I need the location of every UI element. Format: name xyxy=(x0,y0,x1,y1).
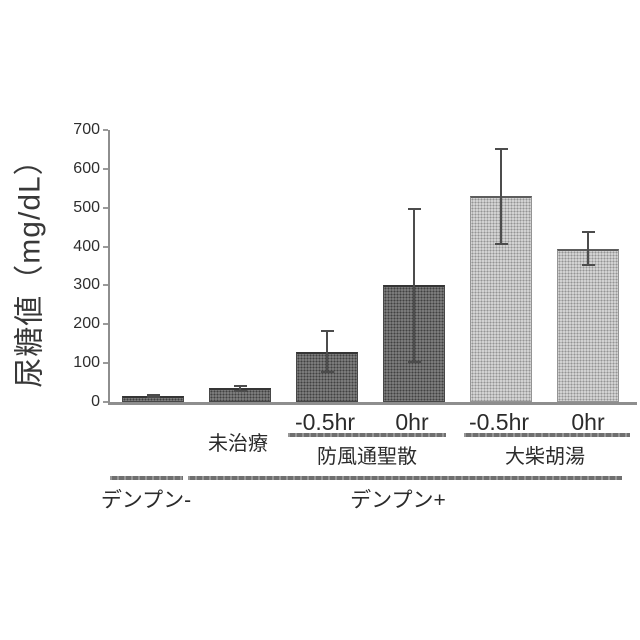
y-tick-label: 600 xyxy=(73,159,100,177)
x-tick-label-bofu-0hr: 0hr xyxy=(395,409,429,435)
y-tick-label: 100 xyxy=(73,354,100,372)
bar-3 xyxy=(296,351,358,402)
error-bar-line-5 xyxy=(500,147,502,245)
group-label-starch-minus: デンプン- xyxy=(100,489,192,512)
y-tick-mark xyxy=(103,362,108,365)
y-tick-mark xyxy=(103,284,108,287)
group-bracket-line-starch-minus xyxy=(110,476,183,480)
error-bar-cap-top-6 xyxy=(581,231,595,234)
error-bar-cap-top-3 xyxy=(320,330,334,333)
x-tick-label-daisaiko-0hr: 0hr xyxy=(571,409,605,435)
y-tick-label: 400 xyxy=(73,237,100,255)
bar-6 xyxy=(557,248,619,402)
y-tick-mark xyxy=(103,245,108,248)
bar-5 xyxy=(470,196,532,402)
y-tick-mark xyxy=(103,167,108,170)
plot-area xyxy=(108,130,637,405)
error-bar-line-6 xyxy=(587,231,589,266)
x-tick-label-bofu-minus05hr: -0.5hr xyxy=(294,409,356,435)
group-label-starch-plus: デンプン+ xyxy=(350,489,446,512)
error-bar-cap-bottom-2 xyxy=(233,390,247,393)
y-tick-label: 300 xyxy=(73,276,100,294)
y-tick-label: 0 xyxy=(91,393,100,410)
y-tick-label: 700 xyxy=(73,121,100,138)
subgroup-label-daisaikoto: 大柴胡湯 xyxy=(505,446,585,468)
error-bar-cap-top-1 xyxy=(146,394,160,397)
error-bar-cap-top-2 xyxy=(233,384,247,387)
subgroup-bracket-line-bofutsushosan xyxy=(288,433,446,437)
error-bar-cap-bottom-1 xyxy=(146,396,160,399)
error-bar-cap-bottom-4 xyxy=(407,361,421,364)
x-tick-label-daisaiko-minus05hr: -0.5hr xyxy=(468,409,530,435)
error-bar-cap-bottom-6 xyxy=(581,264,595,266)
subgroup-bracket-line-daisaikoto xyxy=(464,433,630,437)
error-bar-line-4 xyxy=(413,207,415,364)
y-tick-mark xyxy=(103,401,108,403)
y-tick-label: 500 xyxy=(73,198,100,216)
y-tick-mark xyxy=(103,129,108,131)
y-axis-title-text: 尿糖値（mg/dL） xyxy=(14,144,48,388)
error-bar-line-2 xyxy=(239,384,241,393)
subgroup-label-bofutsushosan: 防風通聖散 xyxy=(317,446,417,468)
error-bar-cap-bottom-3 xyxy=(320,370,334,373)
error-bar-cap-top-4 xyxy=(407,207,421,210)
y-tick-mark xyxy=(103,323,108,326)
group-bracket-line-starch-plus xyxy=(188,476,622,480)
error-bar-cap-bottom-5 xyxy=(494,242,508,245)
x-tick-label-untreated: 未治療 xyxy=(208,433,268,455)
y-tick-mark xyxy=(103,206,108,209)
error-bar-line-3 xyxy=(326,330,328,373)
y-tick-label: 200 xyxy=(73,315,100,333)
error-bar-cap-top-5 xyxy=(494,147,508,150)
